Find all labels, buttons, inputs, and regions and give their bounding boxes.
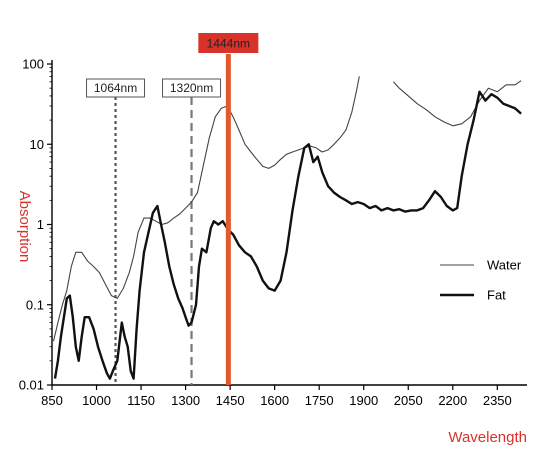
marker-1444-label-box: [198, 33, 259, 53]
x-tick-label: 1000: [82, 393, 111, 408]
x-tick-label: 1450: [216, 393, 245, 408]
y-tick-label: 100: [22, 57, 44, 72]
y-tick-label: 0.01: [19, 378, 44, 393]
marker-1444-label: 1444nm: [207, 37, 250, 51]
y-tick-label: 1: [37, 217, 44, 232]
marker-1064-label: 1064nm: [94, 81, 137, 95]
x-tick-label: 1600: [260, 393, 289, 408]
y-tick-label: 10: [30, 137, 44, 152]
water-series-line: [392, 80, 522, 127]
x-tick-label: 2200: [438, 393, 467, 408]
marker-1320-label-box: [162, 78, 222, 98]
legend-label-fat: Fat: [487, 288, 506, 303]
water-series-line: [52, 76, 360, 342]
marker-1320-label: 1320nm: [170, 81, 213, 95]
wavelength-markers: 1064nm 1320nm: [86, 78, 222, 385]
laser-marker-layer: 1444nm: [198, 33, 259, 385]
x-tick-label: 1150: [127, 393, 155, 408]
x-tick-label: 1750: [305, 393, 334, 408]
series-layer: [52, 76, 522, 380]
fat-series-line: [53, 90, 522, 380]
y-tick-label: 0.1: [26, 297, 44, 312]
marker-1064-label-box: [86, 78, 146, 98]
legend-label-water: Water: [487, 258, 522, 273]
x-tick-label: 1900: [349, 393, 378, 408]
y-axis-title: Absorption: [16, 191, 33, 263]
x-tick-label: 2050: [394, 393, 423, 408]
x-tick-label: 1300: [171, 393, 200, 408]
legend: Water Fat: [440, 258, 522, 303]
x-axis-title: Wavelength: [448, 429, 527, 446]
x-tick-label: 850: [41, 393, 63, 408]
axes: 0.01 0.1 1 10 100 850 1000 1150 1300 1450 1600 1750…: [16, 57, 527, 446]
x-tick-label: 2350: [483, 393, 512, 408]
